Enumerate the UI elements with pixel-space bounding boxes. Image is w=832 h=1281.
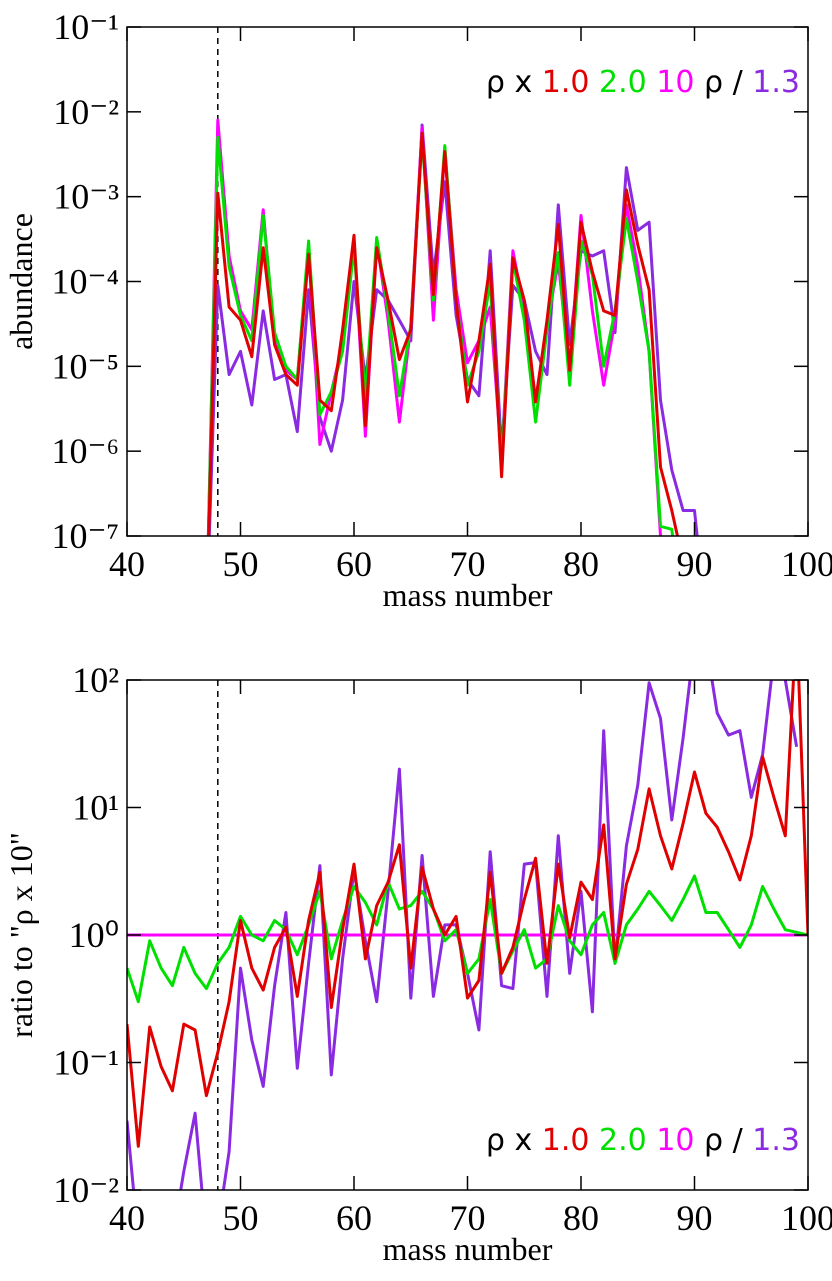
y-tick-label: 10⁻² — [53, 1170, 119, 1210]
legend-entry: 10 — [656, 65, 694, 100]
x-tick-label: 80 — [563, 1198, 599, 1238]
y-tick-label: 10⁻³ — [53, 177, 119, 217]
legend-entry: 1.0 — [542, 65, 590, 100]
y-tick-label: 10⁻⁴ — [51, 262, 119, 302]
legend-prefix: ρ x — [486, 65, 532, 100]
x-tick-label: 70 — [450, 544, 486, 584]
x-axis-label: mass number — [383, 1231, 553, 1267]
y-tick-label: 10⁻⁵ — [51, 346, 119, 386]
x-tick-label: 80 — [563, 544, 599, 584]
legend: ρ x 1.0 2.0 10 ρ / 1.3 — [486, 1123, 800, 1158]
plot-frame — [126, 26, 809, 537]
series-line — [127, 874, 808, 1004]
x-tick-label: 90 — [677, 1198, 713, 1238]
legend-divider: ρ / — [704, 1123, 744, 1158]
x-tick-label: 50 — [223, 544, 259, 584]
y-axis-label: abundance — [3, 213, 39, 350]
x-tick-label: 70 — [450, 1198, 486, 1238]
y-tick-label: 10⁻² — [53, 92, 119, 132]
x-tick-label: 50 — [223, 1198, 259, 1238]
legend-entry: 10 — [656, 1123, 694, 1158]
y-tick-label: 10¹ — [72, 788, 119, 828]
legend-divider: ρ / — [704, 65, 744, 100]
x-tick-label: 60 — [336, 1198, 372, 1238]
x-tick-label: 60 — [336, 544, 372, 584]
series-line — [127, 680, 808, 1148]
x-axis-label: mass number — [383, 577, 553, 613]
x-tick-label: 100 — [781, 1198, 832, 1238]
legend-entry: 2.0 — [599, 65, 647, 100]
y-tick-label: 10² — [72, 660, 119, 700]
x-tick-label: 90 — [677, 544, 713, 584]
legend-entry: 1.0 — [542, 1123, 590, 1158]
y-tick-label: 10⁰ — [69, 915, 119, 955]
legend: ρ x 1.0 2.0 10 ρ / 1.3 — [486, 65, 800, 100]
x-tick-label: 40 — [109, 544, 145, 584]
x-tick-label: 100 — [781, 544, 832, 584]
plot-area — [206, 27, 699, 536]
series-line — [206, 118, 663, 536]
y-tick-label: 10⁻¹ — [53, 7, 119, 47]
plot-area — [127, 680, 808, 1190]
legend-entry: 1.3 — [752, 1123, 800, 1158]
series-line — [206, 135, 675, 536]
legend-prefix: ρ x — [486, 1123, 532, 1158]
y-tick-label: 10⁻⁶ — [51, 431, 119, 471]
legend-entry: 2.0 — [599, 1123, 647, 1158]
y-tick-label: 10⁻¹ — [53, 1043, 119, 1083]
y-tick-label: 10⁻⁷ — [51, 516, 119, 556]
legend-entry: 1.3 — [752, 65, 800, 100]
y-axis-label: ratio to "ρ x 10" — [3, 832, 39, 1038]
x-tick-label: 40 — [109, 1198, 145, 1238]
series-line — [207, 131, 679, 536]
